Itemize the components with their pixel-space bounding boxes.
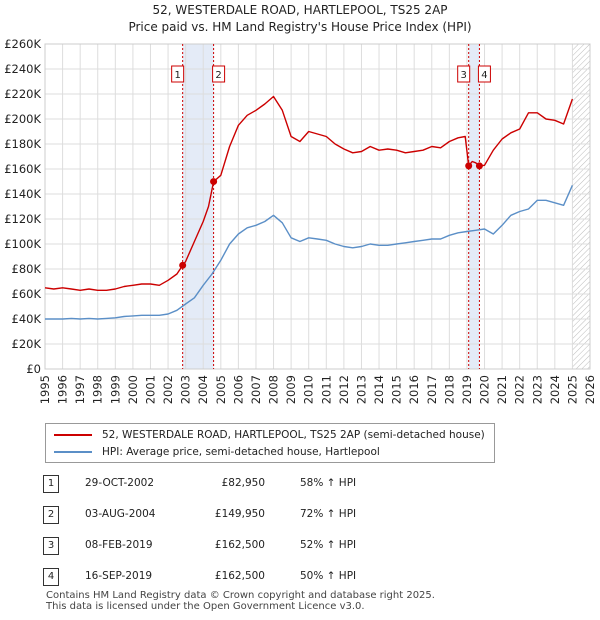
x-tick-label: 1999 <box>108 375 122 404</box>
sale-row: 1 29-OCT-2002 £82,950 58% ↑ HPI <box>0 475 600 493</box>
legend-item-hpi: HPI: Average price, semi-detached house,… <box>54 444 380 460</box>
y-tick-label: £80K <box>12 262 42 276</box>
y-tick-label: £180K <box>4 137 41 151</box>
sale-date: 08-FEB-2019 <box>85 539 153 551</box>
sale-number-badge: 1 <box>43 475 59 493</box>
x-tick-label: 2016 <box>407 375 421 404</box>
sale-date: 03-AUG-2004 <box>85 508 156 520</box>
x-tick-label: 2001 <box>143 375 157 404</box>
footer: Contains HM Land Registry data © Crown c… <box>46 590 435 612</box>
plot-frame <box>44 43 591 370</box>
chart-subtitle: Price paid vs. HM Land Registry's House … <box>128 20 471 34</box>
sale-hpi-change: 50% ↑ HPI <box>300 570 357 582</box>
x-tick-label: 2008 <box>267 375 281 404</box>
legend-swatch-blue <box>54 451 92 453</box>
sale-number-label: 3 <box>461 70 467 81</box>
y-tick-label: £240K <box>4 62 41 76</box>
sale-row: 3 08-FEB-2019 £162,500 52% ↑ HPI <box>0 537 600 555</box>
sale-number-label: 4 <box>481 70 487 81</box>
sale-number-label: 2 <box>215 70 221 81</box>
sale-price: £162,500 <box>214 539 265 551</box>
sale-row: 2 03-AUG-2004 £149,950 72% ↑ HPI <box>0 506 600 524</box>
y-tick-label: £260K <box>4 37 41 51</box>
x-tick-label: 1996 <box>56 375 70 404</box>
sale-number-box <box>477 65 491 83</box>
x-tick-label: 2000 <box>126 375 140 404</box>
x-tick-label: 2026 <box>583 375 597 404</box>
legend: 52, WESTERDALE ROAD, HARTLEPOOL, TS25 2A… <box>45 423 495 463</box>
sale-hpi-change: 72% ↑ HPI <box>300 508 357 520</box>
sale-number-label: 1 <box>174 70 180 81</box>
y-tick-label: £0 <box>26 362 41 376</box>
y-tick-label: £200K <box>4 112 41 126</box>
x-tick-label: 2004 <box>196 375 210 404</box>
sale-price: £149,950 <box>214 508 265 520</box>
sale-point <box>179 261 187 269</box>
projection-hatch <box>572 44 590 369</box>
y-tick-label: £60K <box>12 287 42 301</box>
sale-period-band <box>468 44 480 369</box>
hpi-line <box>45 185 574 320</box>
x-tick-label: 2010 <box>302 375 316 404</box>
y-tick-label: £20K <box>12 337 42 351</box>
sale-number-badge: 4 <box>43 568 59 586</box>
sale-number-box <box>212 65 226 83</box>
footer-copyright: Contains HM Land Registry data © Crown c… <box>46 590 435 601</box>
plot-area <box>45 44 590 369</box>
legend-item-property: 52, WESTERDALE ROAD, HARTLEPOOL, TS25 2A… <box>54 427 485 443</box>
x-tick-label: 2017 <box>425 375 439 404</box>
x-tick-label: 2009 <box>284 375 298 404</box>
x-tick-label: 2011 <box>319 375 333 404</box>
sale-number-badge: 2 <box>43 506 59 524</box>
x-tick-label: 2012 <box>337 375 351 404</box>
x-tick-label: 1997 <box>73 375 87 404</box>
legend-swatch-red <box>54 434 92 436</box>
x-tick-label: 1998 <box>91 375 105 404</box>
x-tick-label: 2021 <box>495 375 509 404</box>
sale-number-badge: 3 <box>43 537 59 555</box>
y-tick-label: £140K <box>4 187 41 201</box>
sale-hpi-change: 52% ↑ HPI <box>300 539 357 551</box>
x-tick-label: 2003 <box>179 375 193 404</box>
x-tick-label: 2018 <box>442 375 456 404</box>
x-tick-label: 2022 <box>513 375 527 404</box>
sale-number-box <box>457 65 471 83</box>
sale-date: 29-OCT-2002 <box>85 477 154 489</box>
x-tick-label: 2006 <box>231 375 245 404</box>
sale-point <box>465 162 473 170</box>
x-tick-label: 1995 <box>38 375 52 404</box>
y-tick-label: £160K <box>4 162 41 176</box>
x-tick-label: 2024 <box>548 375 562 404</box>
x-tick-label: 2023 <box>530 375 544 404</box>
x-tick-label: 2015 <box>390 375 404 404</box>
x-tick-label: 2025 <box>565 375 579 404</box>
x-tick-label: 2013 <box>354 375 368 404</box>
sale-date: 16-SEP-2019 <box>85 570 153 582</box>
sale-hpi-change: 58% ↑ HPI <box>300 477 357 489</box>
legend-label-property: 52, WESTERDALE ROAD, HARTLEPOOL, TS25 2A… <box>102 429 485 441</box>
sale-price: £82,950 <box>221 477 265 489</box>
chart-title: 52, WESTERDALE ROAD, HARTLEPOOL, TS25 2A… <box>152 3 447 17</box>
sale-number-box <box>171 65 185 83</box>
x-tick-label: 2002 <box>161 375 175 404</box>
x-tick-label: 2005 <box>214 375 228 404</box>
sale-point <box>210 178 218 186</box>
sale-price: £162,500 <box>214 570 265 582</box>
x-tick-label: 2020 <box>478 375 492 404</box>
x-tick-label: 2019 <box>460 375 474 404</box>
footer-licence: This data is licensed under the Open Gov… <box>46 601 365 612</box>
y-tick-label: £100K <box>4 237 41 251</box>
y-tick-label: £220K <box>4 87 41 101</box>
y-tick-label: £120K <box>4 212 41 226</box>
sale-row: 4 16-SEP-2019 £162,500 50% ↑ HPI <box>0 568 600 586</box>
legend-label-hpi: HPI: Average price, semi-detached house,… <box>102 446 380 458</box>
x-tick-label: 2014 <box>372 375 386 404</box>
x-tick-label: 2007 <box>249 375 263 404</box>
price-chart: 52, WESTERDALE ROAD, HARTLEPOOL, TS25 2A… <box>4 3 597 404</box>
y-tick-label: £40K <box>12 312 42 326</box>
sale-point <box>475 162 483 170</box>
